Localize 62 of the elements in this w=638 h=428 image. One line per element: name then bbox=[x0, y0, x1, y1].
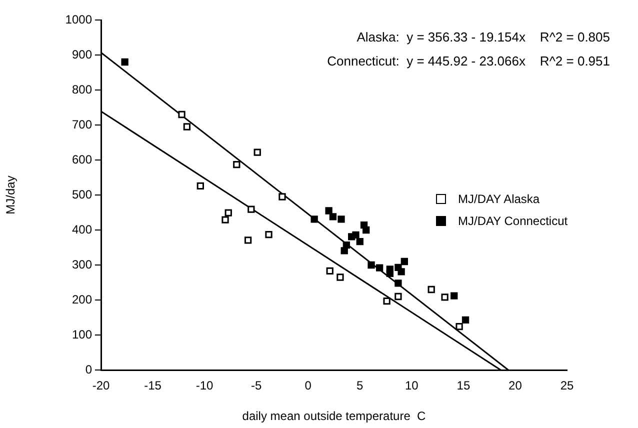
point bbox=[224, 209, 232, 216]
x-tick-label: -20 bbox=[92, 378, 110, 393]
point bbox=[254, 148, 261, 156]
point bbox=[352, 231, 360, 238]
legend-label: MJ/DAY Alaska bbox=[458, 192, 540, 206]
point bbox=[450, 292, 458, 300]
y-tick-label: 500 bbox=[72, 187, 92, 202]
y-tick-label: 900 bbox=[72, 47, 92, 62]
y-axis-title: MJ/day bbox=[4, 176, 18, 214]
y-tick-label: 600 bbox=[72, 152, 92, 166]
x-tick-label: 15 bbox=[456, 378, 470, 393]
point bbox=[462, 316, 470, 324]
point bbox=[248, 206, 255, 213]
point bbox=[326, 267, 334, 275]
x-axis-title: daily mean outside temperature C bbox=[242, 409, 426, 424]
y-tick-label: 300 bbox=[72, 257, 92, 272]
x-tick-label: -10 bbox=[196, 378, 214, 393]
point bbox=[183, 123, 191, 130]
point bbox=[336, 274, 344, 281]
point bbox=[340, 247, 348, 254]
point bbox=[386, 270, 394, 277]
point bbox=[178, 110, 186, 118]
y-tick-label: 1000 bbox=[65, 12, 92, 26]
x-tick-label: 20 bbox=[508, 378, 522, 393]
point bbox=[244, 236, 252, 244]
point bbox=[329, 213, 337, 220]
point bbox=[398, 268, 405, 276]
point bbox=[356, 238, 364, 246]
x-tick-label: 25 bbox=[560, 378, 574, 393]
y-tick-label: 400 bbox=[72, 222, 92, 236]
point bbox=[456, 323, 463, 330]
point bbox=[222, 216, 229, 224]
point bbox=[233, 160, 240, 168]
point bbox=[278, 193, 286, 200]
point bbox=[394, 292, 402, 300]
point bbox=[383, 297, 390, 305]
point bbox=[376, 264, 384, 272]
x-tick-label: -15 bbox=[144, 378, 162, 393]
point bbox=[368, 261, 375, 269]
point bbox=[196, 182, 204, 190]
point bbox=[265, 230, 272, 238]
point bbox=[338, 216, 345, 223]
x-tick-label: 5 bbox=[356, 378, 364, 393]
y-tick-label: 100 bbox=[72, 327, 92, 342]
annotation: Alaska: y = 356.33 - 19.154x R^2 = 0.805 bbox=[356, 30, 610, 45]
point bbox=[394, 280, 402, 287]
legend-label: MJ/DAY Connecticut bbox=[458, 214, 568, 228]
point bbox=[362, 226, 370, 234]
y-tick-label: 800 bbox=[72, 82, 92, 96]
x-tick-label: 0 bbox=[304, 378, 312, 393]
x-tick-label: 10 bbox=[404, 378, 419, 393]
x-tick-label: -5 bbox=[250, 378, 262, 393]
y-tick-label: 700 bbox=[72, 117, 92, 132]
annotation: Connecticut: y = 445.92 - 23.066x R^2 = 0.951 bbox=[327, 54, 610, 69]
point bbox=[441, 294, 448, 301]
point bbox=[310, 216, 318, 223]
point bbox=[325, 207, 332, 214]
point bbox=[428, 286, 435, 294]
point bbox=[400, 258, 408, 266]
y-tick-label: 0 bbox=[85, 362, 92, 376]
point bbox=[121, 58, 128, 66]
y-tick-label: 200 bbox=[72, 292, 92, 306]
